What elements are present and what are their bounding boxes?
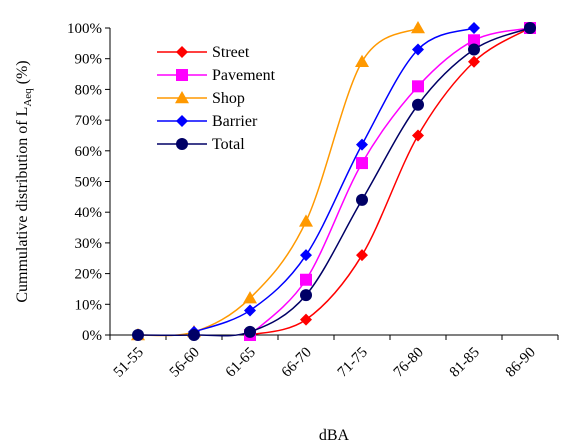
legend-item-barrier: Barrier	[157, 113, 258, 130]
series-total-point	[356, 193, 368, 206]
legend-label: Barrier	[212, 113, 258, 130]
y-tick-label: 70%	[75, 113, 103, 129]
series-total-point	[524, 22, 536, 34]
series-pavement-point	[300, 273, 312, 286]
x-tick-label: 86-90	[503, 345, 539, 381]
y-tick-label: 50%	[75, 175, 103, 191]
series-total-point	[188, 329, 200, 341]
series-shop-point	[355, 54, 369, 68]
y-tick-label: 90%	[75, 52, 103, 68]
series-layer	[131, 21, 536, 341]
legend-marker	[176, 115, 188, 127]
y-tick-label: 60%	[75, 144, 103, 160]
y-tick-label: 100%	[67, 21, 102, 37]
series-street-point	[356, 249, 368, 262]
legend-item-pavement: Pavement	[157, 67, 276, 84]
legend-label: Street	[212, 44, 250, 61]
legend-item-shop: Shop	[157, 90, 245, 107]
legend-item-street: Street	[157, 44, 250, 61]
x-axis-ticks: 51-55 56-60 61-65 66-70 71-75 76-80 81-85 86-90	[109, 335, 559, 381]
series-street-line	[249, 27, 531, 336]
series-total-point	[132, 329, 144, 341]
x-tick-label: 81-85	[447, 345, 483, 381]
x-tick-label: 66-70	[279, 345, 315, 381]
series-shop-point	[243, 291, 257, 304]
series-total-point	[412, 98, 424, 111]
y-axis-ticks: 0% 10% 20% 30% 40% 50% 60% 70% 80% 90% 100%	[67, 21, 110, 344]
x-tick-label: 56-60	[167, 345, 203, 381]
legend-item-total: Total	[157, 136, 245, 153]
series-street-point	[300, 313, 312, 326]
y-tick-label: 20%	[75, 267, 103, 283]
y-axis-label-subscript: Aeq	[22, 88, 34, 107]
series-total-point	[468, 43, 480, 56]
series-total-line	[137, 27, 531, 337]
series-shop-point	[299, 214, 313, 227]
y-tick-label: 80%	[75, 82, 103, 98]
legend: Street Pavement Shop Barrier Total	[157, 44, 276, 153]
series-pavement-point	[468, 34, 480, 47]
series-pavement-point	[356, 157, 368, 170]
legend-marker	[176, 138, 188, 150]
legend-marker	[175, 91, 189, 104]
x-tick-label: 61-65	[223, 345, 259, 381]
series-pavement-line	[249, 27, 531, 336]
x-axis-label: dBA	[319, 427, 350, 444]
legend-label: Shop	[212, 90, 245, 107]
series-total-point	[244, 325, 256, 338]
series-barrier-point	[300, 249, 312, 262]
series-shop-point	[411, 21, 425, 34]
series-pavement-point	[412, 80, 424, 93]
y-axis-label-main: Cummulative distribution of L	[14, 107, 31, 303]
legend-label: Total	[212, 136, 245, 153]
series-barrier-point	[468, 22, 480, 34]
y-axis-label: Cummulative distribution of LAeq (%)	[14, 60, 34, 302]
series-barrier-point	[244, 304, 256, 317]
series-street	[244, 22, 536, 341]
x-tick-label: 51-55	[111, 345, 147, 381]
y-tick-label: 30%	[75, 236, 103, 252]
legend-marker	[176, 69, 188, 81]
series-total	[132, 22, 536, 341]
y-tick-label: 0%	[82, 328, 102, 344]
series-total-point	[300, 289, 312, 302]
series-barrier	[188, 22, 480, 338]
y-axis-label-suffix: (%)	[14, 60, 31, 88]
series-barrier-point	[356, 138, 368, 151]
y-tick-label: 40%	[75, 205, 103, 221]
series-shop	[131, 21, 425, 341]
x-tick-label: 76-80	[391, 345, 427, 381]
y-tick-label: 10%	[75, 297, 103, 313]
series-pavement	[244, 22, 536, 341]
series-barrier-point	[412, 43, 424, 56]
series-street-point	[412, 129, 424, 142]
legend-marker	[176, 46, 188, 58]
series-street-point	[468, 55, 480, 68]
legend-label: Pavement	[212, 67, 276, 84]
x-tick-label: 71-75	[335, 345, 371, 381]
